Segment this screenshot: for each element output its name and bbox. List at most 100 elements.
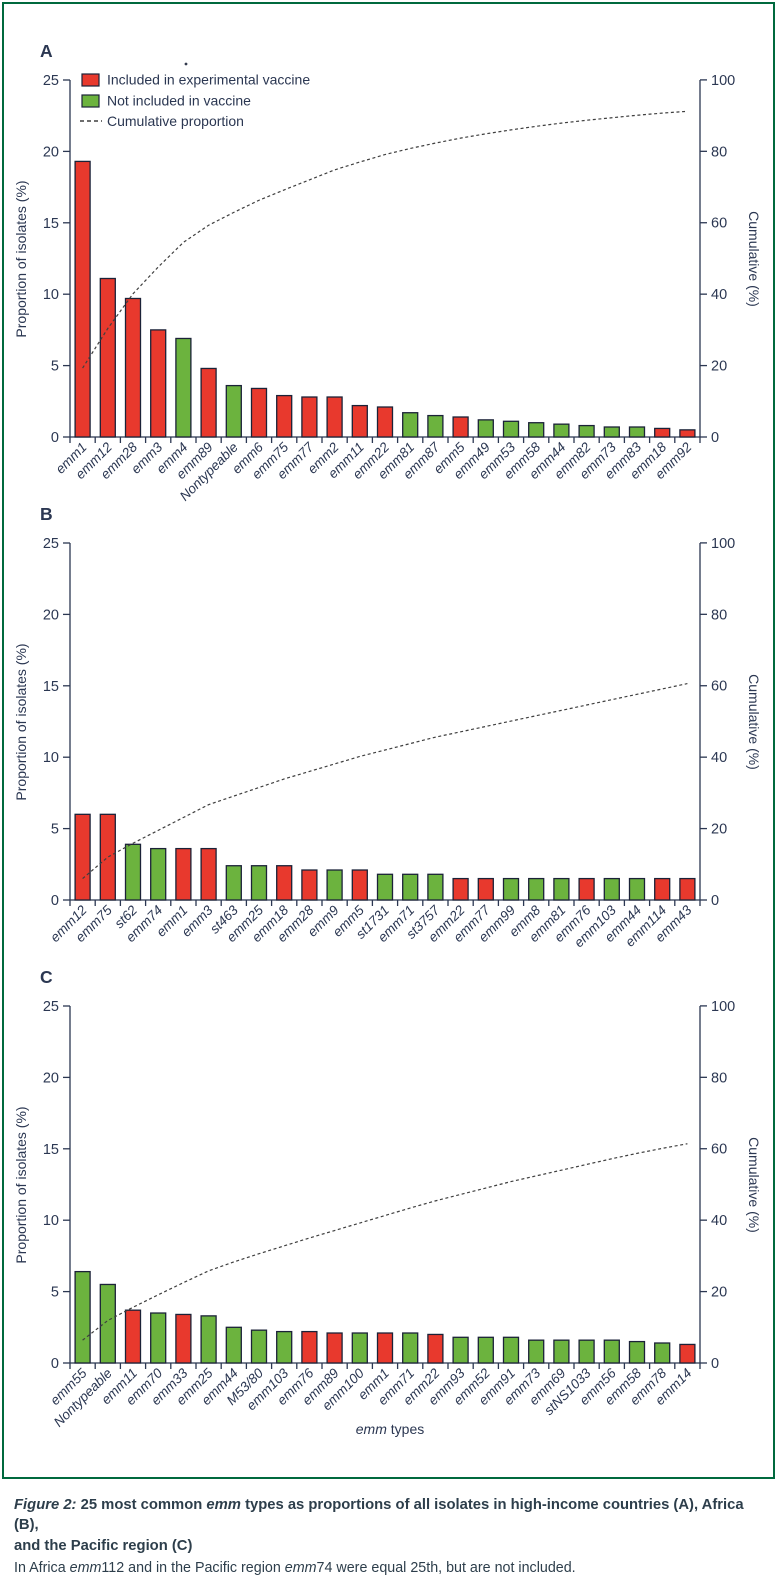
caption-text-1: 25 most common — [76, 1497, 207, 1513]
y-left-tick-label: 15 — [43, 679, 59, 695]
bar-emm100 — [351, 1332, 368, 1364]
y-left-tick-label: 25 — [43, 73, 59, 89]
caption-heading: Figure 2: 25 most common emm types as pr… — [14, 1495, 766, 1556]
y-right-tick-label: 20 — [711, 822, 727, 838]
bar-emm74 — [150, 847, 167, 901]
bar-Nontypeable — [99, 1283, 116, 1364]
y-left-tick-label: 10 — [43, 287, 59, 303]
bar-emm81 — [553, 877, 570, 901]
bar-emm1 — [175, 847, 192, 901]
bar-emm93 — [452, 1336, 469, 1364]
bar-emm73 — [528, 1339, 545, 1364]
bar-emm92 — [679, 429, 696, 438]
bar-emm69 — [553, 1339, 570, 1364]
y-right-tick-label: 0 — [711, 1356, 719, 1372]
pareto-charts: A B C Proportion of isolates (%) Proport… — [13, 41, 762, 1437]
bar-emm78 — [654, 1342, 671, 1364]
y-left-tick-label: 0 — [51, 430, 59, 446]
y-right-tick-label: 100 — [711, 73, 735, 89]
bar-emm1 — [74, 160, 91, 438]
y-right-tick-label: 60 — [711, 216, 727, 232]
bar-Nontypeable — [225, 384, 242, 438]
note-text-3: 74 were equal 25th, but are not included… — [316, 1560, 576, 1577]
bar-emm103 — [276, 1330, 293, 1364]
y-right-tick-label: 40 — [711, 1213, 727, 1229]
bar-emm55 — [74, 1270, 91, 1364]
y-left-tick-label: 0 — [51, 1356, 59, 1372]
y-right-tick-label: 20 — [711, 1285, 727, 1301]
bar-stNS1033 — [578, 1339, 595, 1364]
caption-figure-label: Figure 2: — [14, 1497, 77, 1513]
bar-emm82 — [578, 424, 595, 438]
y-left-tick-label: 25 — [43, 999, 59, 1015]
y-right-tick-label: 20 — [711, 359, 727, 375]
bar-emm5 — [351, 869, 368, 901]
y-right-tick-label: 0 — [711, 430, 719, 446]
bar-st3757 — [427, 873, 444, 901]
bar-emm77 — [477, 877, 494, 901]
legend-swatch-included — [81, 73, 100, 87]
bar-emm81 — [402, 412, 419, 438]
y-left-title-c: Proportion of isolates (%) — [13, 1106, 29, 1263]
bar-emm6 — [250, 387, 268, 438]
legend-label-not-included: Not included in vaccine — [107, 93, 251, 109]
panels: 0510152025020406080100emm1emm12emm28emm3… — [43, 73, 735, 1430]
bar-emm18 — [276, 865, 293, 901]
bar-emm28 — [301, 869, 318, 901]
bar-emm58 — [528, 422, 545, 438]
x-axis-title-types: types — [387, 1421, 424, 1437]
y-right-tick-label: 80 — [711, 144, 727, 160]
bar-emm9 — [326, 869, 343, 901]
bar-emm114 — [654, 877, 671, 901]
bar-emm25 — [200, 1315, 217, 1364]
bar-emm33 — [175, 1313, 192, 1364]
y-right-tick-label: 80 — [711, 1070, 727, 1086]
bar-emm58 — [628, 1340, 646, 1364]
bar-st463 — [225, 865, 242, 901]
panel-label-c: C — [40, 967, 53, 987]
caption-note: In Africa emm112 and in the Pacific regi… — [14, 1559, 766, 1578]
caption-text-2: types as proportions of all isolates in … — [14, 1497, 744, 1534]
figure-caption: Figure 2: 25 most common emm types as pr… — [14, 1495, 766, 1579]
bar-emm53 — [502, 420, 520, 438]
bar-emm12 — [74, 813, 91, 901]
panel-label-a: A — [40, 41, 53, 61]
y-right-tick-label: 60 — [711, 1142, 727, 1158]
y-left-title-a: Proportion of isolates (%) — [13, 180, 29, 337]
cumulative-line-C — [82, 1143, 688, 1341]
y-right-tick-label: 100 — [711, 536, 735, 552]
y-left-tick-label: 20 — [43, 144, 59, 160]
bar-emm14 — [679, 1343, 696, 1364]
bar-emm22 — [452, 877, 469, 901]
y-right-tick-label: 40 — [711, 287, 727, 303]
figure-border-box — [2, 2, 775, 1479]
y-right-title-a: Cumulative (%) — [746, 211, 762, 307]
bar-emm4 — [175, 337, 192, 438]
bar-emm75 — [99, 813, 116, 901]
bar-emm83 — [628, 426, 646, 438]
bar-emm76 — [301, 1330, 318, 1364]
legend-label-cumulative: Cumulative proportion — [107, 113, 244, 129]
note-emm-2: emm — [284, 1560, 317, 1577]
legend: Included in experimental vaccine Not inc… — [80, 72, 310, 129]
legend-swatch-not-included — [81, 94, 100, 108]
y-left-tick-label: 10 — [43, 750, 59, 766]
bar-emm18 — [654, 427, 671, 438]
note-text-2: 112 and in the Pacific region — [101, 1560, 285, 1577]
legend-label-included: Included in experimental vaccine — [107, 72, 310, 88]
caption-text-3: and the Pacific region (C) — [14, 1537, 193, 1554]
bar-emm28 — [124, 297, 142, 438]
bar-emm44 — [628, 877, 646, 901]
bar-emm12 — [99, 277, 116, 438]
y-right-tick-label: 80 — [711, 607, 727, 623]
y-right-title-c: Cumulative (%) — [746, 1137, 762, 1233]
bar-emm44 — [225, 1326, 242, 1364]
y-left-tick-label: 15 — [43, 216, 59, 232]
stray-mark — [184, 62, 188, 66]
bar-emm11 — [351, 404, 368, 438]
note-text-1: In Africa — [14, 1560, 70, 1577]
y-right-tick-label: 0 — [711, 893, 719, 909]
bar-emm91 — [502, 1336, 520, 1364]
note-emm-1: emm — [69, 1560, 102, 1577]
bar-emm103 — [603, 877, 620, 901]
